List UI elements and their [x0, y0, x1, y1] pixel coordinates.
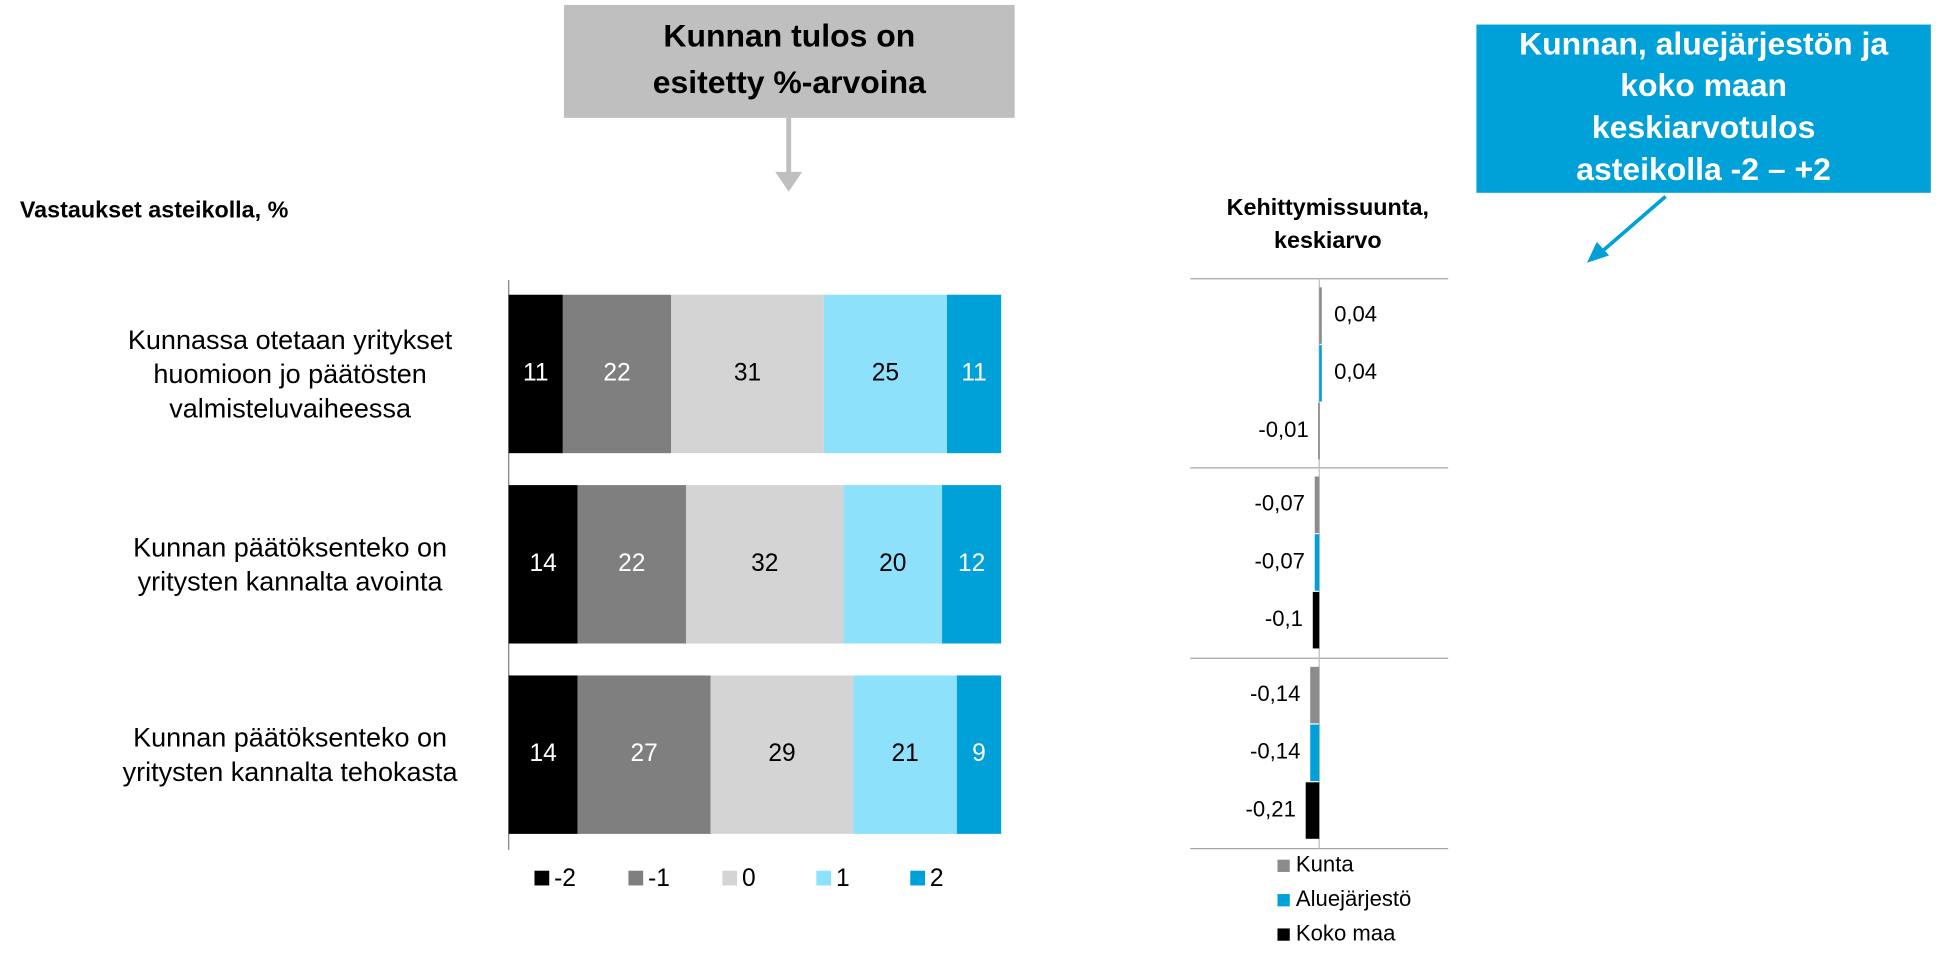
data-label: -0,14	[1250, 681, 1300, 706]
data-label: 27	[630, 740, 657, 767]
legend-label: 2	[930, 865, 944, 892]
callout-text: Kunnan, aluejärjestön ja	[1519, 25, 1888, 61]
legend-label: -1	[648, 865, 670, 892]
bar-segment	[562, 294, 672, 454]
data-label: 14	[530, 550, 557, 577]
callout-text: Kunnan tulos on	[663, 18, 915, 54]
bar-segment	[671, 294, 824, 454]
bar-segment	[942, 485, 1002, 644]
bar-segment	[946, 294, 1002, 454]
legend-swatch	[628, 870, 644, 886]
callout-text: esitetty %-arvoina	[653, 64, 926, 100]
legend-swatch	[1277, 928, 1290, 941]
callout-arrowhead	[775, 171, 803, 192]
category-label-box: Kunnan päätöksenteko on yritysten kannal…	[133, 531, 448, 597]
legend-swatch	[1277, 859, 1290, 872]
callout-text: asteikolla -2 – +2	[1576, 151, 1831, 187]
chart-title: Kehittymissuunta, keskiarvo	[1226, 195, 1429, 255]
data-label: -0,14	[1250, 739, 1300, 764]
legend-swatch	[722, 870, 738, 886]
data-label: -0,07	[1255, 491, 1305, 516]
data-label: 9	[972, 740, 986, 767]
data-label: -0,21	[1246, 796, 1296, 821]
bar	[1319, 287, 1322, 344]
bar-segment	[508, 675, 578, 834]
bar	[1314, 534, 1320, 591]
data-label: 32	[751, 550, 778, 577]
callout-box	[1476, 24, 1931, 193]
callout-arrow	[1600, 195, 1667, 254]
bar-segment	[710, 675, 854, 834]
data-label: 21	[891, 740, 918, 767]
data-label: 20	[879, 550, 906, 577]
category-label: Kunnassa otetaan yritykset huomioon jo p…	[127, 323, 453, 424]
data-label: 11	[961, 359, 986, 386]
category-label: Kunnan päätöksenteko on yritysten kannal…	[122, 721, 458, 787]
bar	[1319, 345, 1322, 402]
data-label: 12	[958, 550, 985, 577]
data-label: 14	[530, 740, 557, 767]
data-label: -0,01	[1258, 417, 1308, 442]
callout-text: koko maan	[1620, 67, 1787, 103]
legend-label: Kunta	[1296, 852, 1354, 877]
data-label: 0,04	[1334, 301, 1377, 326]
category-label-box: Kunnan päätöksenteko on yritysten kannal…	[122, 721, 458, 787]
bar	[1310, 666, 1320, 724]
legend-swatch	[910, 870, 926, 886]
data-label: -0,1	[1265, 606, 1303, 631]
bar	[1312, 591, 1320, 649]
bar-segment	[853, 675, 957, 834]
bar-segment	[508, 485, 578, 644]
data-label: -0,07	[1255, 548, 1305, 573]
bar-segment	[508, 294, 563, 454]
bar	[1310, 724, 1320, 782]
legend-swatch	[1277, 894, 1290, 907]
bar-segment	[685, 485, 844, 644]
bar-segment	[843, 485, 943, 644]
chart-title: Vastaukset asteikolla, %	[20, 196, 289, 222]
category-label-box: Kunnassa otetaan yritykset huomioon jo p…	[127, 323, 453, 424]
data-label: 11	[523, 359, 548, 386]
data-label: 22	[618, 550, 645, 577]
legend-swatch	[534, 870, 550, 886]
data-label: 0,04	[1334, 359, 1377, 384]
bar-segment	[823, 294, 947, 454]
legend-swatch	[816, 870, 832, 886]
bar	[1314, 476, 1320, 533]
chart-title-box: Kehittymissuunta, keskiarvo	[1226, 195, 1429, 255]
bar-segment	[577, 675, 711, 834]
callout-text: keskiarvotulos	[1592, 109, 1816, 145]
legend-label: 0	[742, 865, 756, 892]
category-label: Kunnan päätöksenteko on yritysten kannal…	[133, 531, 448, 597]
bar-segment	[956, 675, 1002, 834]
bar-segment	[577, 485, 686, 644]
legend-label: 1	[836, 865, 850, 892]
data-label: 22	[603, 359, 630, 386]
legend-label: -2	[554, 865, 576, 892]
bar	[1318, 402, 1320, 460]
data-label: 31	[734, 359, 761, 386]
bar	[1305, 782, 1320, 839]
legend-label: Aluejärjestö	[1296, 886, 1411, 911]
data-label: 29	[768, 740, 795, 767]
legend-label: Koko maa	[1296, 920, 1396, 945]
data-label: 25	[872, 359, 899, 386]
callout-arrowhead	[1586, 241, 1610, 263]
callout-box	[563, 4, 1015, 118]
